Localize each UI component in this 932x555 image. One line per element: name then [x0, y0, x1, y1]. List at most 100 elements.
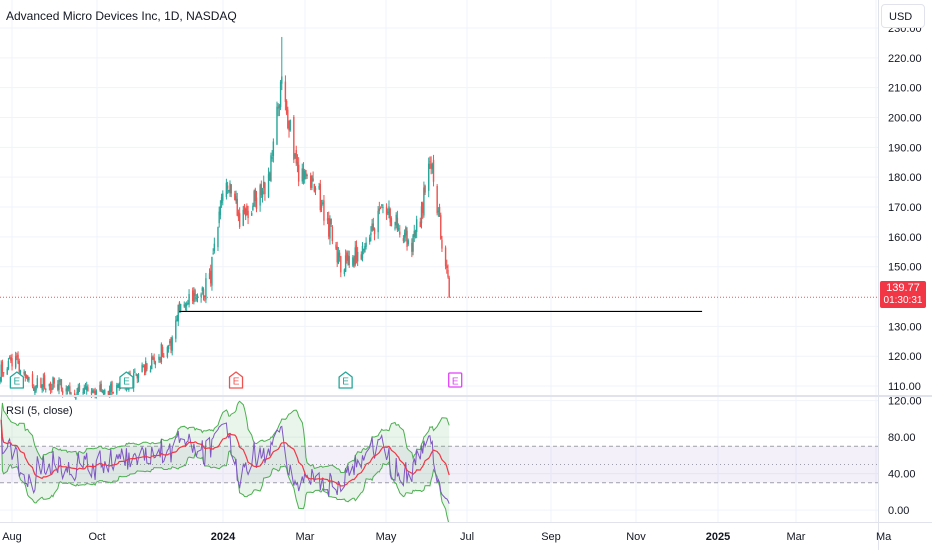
candle-body	[371, 223, 373, 232]
candle-body	[117, 386, 119, 388]
candle-body	[382, 207, 384, 209]
candle-body	[137, 373, 140, 379]
candle-body	[295, 150, 297, 164]
candle-body	[19, 370, 22, 373]
candle-body	[343, 269, 346, 275]
time-tick-label: 2025	[706, 531, 730, 543]
earnings-marker[interactable]: E	[228, 371, 244, 389]
bar-countdown: 01:30:31	[883, 295, 923, 306]
candle-body	[179, 303, 182, 311]
time-axis-bg	[0, 522, 932, 550]
candle-body	[170, 338, 172, 350]
rsi-tick-label: 40.00	[888, 469, 916, 481]
candle-body	[51, 388, 53, 390]
candle-body	[314, 188, 317, 191]
earnings-marker-label: E	[452, 377, 459, 388]
candle-body	[177, 304, 179, 322]
candle-body	[194, 290, 196, 296]
time-tick-label: Nov	[626, 531, 646, 543]
candle-body	[228, 189, 230, 192]
candle-body	[244, 208, 247, 217]
candle-body	[183, 304, 185, 307]
earnings-marker[interactable]: E	[9, 371, 25, 389]
candle-body	[226, 185, 229, 189]
candle-body	[33, 387, 35, 391]
candle-body	[53, 377, 55, 384]
candle-body	[10, 357, 12, 361]
earnings-marker[interactable]: E	[119, 371, 134, 389]
candle-body	[110, 383, 112, 393]
candle-body	[284, 81, 287, 102]
candle-body	[323, 200, 325, 221]
candle-body	[389, 208, 391, 223]
candle-body	[302, 168, 305, 180]
candle-body	[0, 364, 2, 382]
last-price-tag: 139.77 01:30:31	[880, 281, 926, 308]
candle-body	[65, 388, 67, 392]
candle-body	[303, 171, 306, 180]
candle-body	[403, 232, 406, 238]
candle-body	[16, 355, 18, 358]
candle-body	[202, 289, 205, 297]
candle-body	[319, 184, 322, 211]
time-tick-label: Mar	[787, 531, 806, 543]
rsi-bb-upper	[0, 400, 450, 474]
candle-body	[41, 384, 43, 390]
candle-body	[59, 380, 61, 382]
candle-body	[278, 105, 281, 109]
candle-body	[260, 184, 263, 196]
candle-body	[84, 386, 87, 389]
candle-body	[175, 320, 177, 339]
candle-body	[42, 377, 45, 387]
candle-body	[348, 256, 350, 265]
time-tick-label: Mar	[296, 531, 315, 543]
candle-body	[58, 379, 60, 391]
candle-body	[294, 154, 296, 157]
price-tick-label: 210.00	[888, 83, 922, 95]
candle-body	[421, 202, 424, 214]
earnings-marker[interactable]: E	[448, 372, 463, 388]
candle-body	[200, 294, 202, 297]
candle-body	[187, 302, 189, 304]
time-tick-label: Ma	[876, 531, 892, 543]
candle-body	[402, 238, 405, 242]
candle-body	[428, 163, 430, 191]
candle-body	[372, 223, 375, 231]
candle-body	[448, 277, 450, 298]
candle-body	[0, 378, 1, 381]
candle-body	[201, 287, 204, 291]
candle-body	[188, 294, 190, 305]
candle-body	[87, 387, 89, 392]
candle-body	[370, 232, 372, 236]
earnings-marker[interactable]: E	[338, 371, 353, 389]
earnings-marker-label: E	[342, 377, 349, 388]
price-axis[interactable]: 230.00220.00210.00200.00190.00180.00170.…	[888, 23, 922, 393]
candle-body	[93, 391, 95, 393]
candle-body	[17, 354, 19, 364]
time-axis[interactable]: Aug Oct 2024 Mar May Jul Sep Nov 2025 Mar Ma	[2, 531, 892, 543]
candle-body	[309, 175, 312, 188]
candle-body	[161, 346, 164, 357]
candle-body	[24, 371, 26, 378]
candle-body	[118, 384, 120, 389]
candle-body	[166, 347, 169, 357]
candle-body	[234, 193, 236, 201]
rsi-title: RSI (5, close)	[6, 405, 73, 417]
candle-body	[83, 387, 85, 394]
rsi-axis[interactable]: 120.00 80.00 40.00 0.00	[888, 396, 922, 517]
candle-body	[254, 189, 257, 201]
candle-body	[205, 278, 207, 300]
candle-body	[338, 252, 341, 258]
rsi-bb-lower	[0, 419, 450, 526]
price-tick-label: 190.00	[888, 142, 922, 154]
candle-body	[108, 389, 111, 398]
currency-selector[interactable]: USD	[881, 4, 925, 28]
candle-body	[361, 246, 364, 258]
candle-body	[237, 211, 240, 218]
candle-body	[235, 196, 237, 202]
candle-body	[101, 390, 104, 393]
candle-body	[23, 372, 25, 374]
candle-body	[306, 175, 308, 177]
